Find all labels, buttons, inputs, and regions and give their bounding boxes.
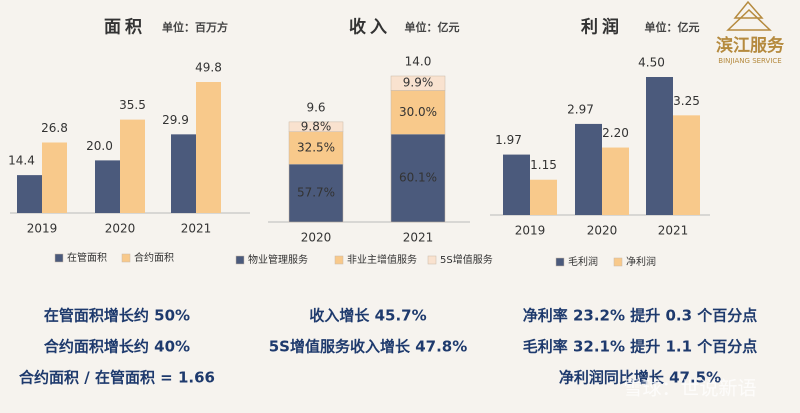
note: 净利率 23.2% 提升 0.3 个百分点: [523, 307, 758, 325]
legend-label: 非业主增值服务: [347, 253, 417, 266]
legend-swatch: [427, 255, 437, 265]
segment-label: 9.9%: [403, 76, 434, 90]
note: 合约面积 / 在管面积 = 1.66: [18, 369, 215, 387]
bar-segment: [288, 163, 344, 223]
bar-segment: [288, 131, 344, 165]
value-label: 1.97: [495, 133, 522, 147]
x-tick-label: 2020: [105, 222, 136, 236]
legend-swatch: [334, 255, 344, 265]
chart-title: 面积: [104, 18, 146, 38]
bar: [95, 160, 120, 213]
note: 毛利率 32.1% 提升 1.1 个百分点: [523, 338, 758, 356]
note: 合约面积增长约 40%: [43, 338, 190, 356]
x-tick-label: 2019: [27, 222, 58, 236]
legend-label: 毛利润: [568, 255, 598, 268]
bar: [42, 142, 67, 213]
note: 在管面积增长约 50%: [44, 307, 190, 325]
bar: [673, 115, 700, 215]
value-label: 29.9: [162, 113, 189, 127]
watermark: 雪球：世说新语: [623, 378, 756, 400]
total-label: 9.6: [306, 100, 325, 114]
legend-swatch: [235, 255, 245, 265]
bar-segment: [390, 134, 446, 223]
value-label: 2.97: [567, 102, 594, 116]
bar: [503, 154, 530, 215]
segment-label: 57.7%: [297, 186, 335, 200]
chart-title: 利润: [581, 17, 623, 38]
x-tick-label: 2020: [587, 224, 618, 238]
segment-label: 32.5%: [297, 140, 335, 154]
bar-segment: [390, 75, 446, 91]
logo: 滨江服务 BINJIANG SERVICE: [716, 0, 785, 65]
logo-name: 滨江服务: [716, 35, 785, 56]
legend-swatch: [121, 253, 131, 263]
bar: [196, 82, 221, 213]
value-label: 20.0: [86, 139, 113, 153]
total-label: 14.0: [405, 55, 432, 69]
bar: [646, 77, 673, 215]
legend-label: 合约面积: [134, 251, 174, 264]
note: 净利润同比增长 47.5%: [559, 369, 721, 387]
logo-icon: [726, 0, 772, 31]
value-label: 35.5: [119, 98, 146, 112]
bar: [171, 134, 196, 213]
x-tick-label: 2020: [301, 231, 332, 245]
segment-label: 9.8%: [301, 119, 332, 133]
bar-segment: [288, 121, 344, 132]
segment-label: 30.0%: [399, 105, 437, 119]
legend-swatch: [613, 257, 623, 267]
chart-subtitle: 单位：百万方: [162, 20, 228, 34]
legend-label: 净利润: [626, 255, 656, 268]
value-label: 3.25: [673, 94, 700, 108]
value-label: 49.8: [195, 61, 222, 75]
bar: [530, 179, 557, 215]
legend-label: 5S增值服务: [440, 253, 493, 266]
bar: [120, 119, 145, 213]
chart-subtitle: 单位：亿元: [645, 20, 700, 34]
segment-label: 60.1%: [399, 171, 437, 185]
x-tick-label: 2019: [515, 224, 546, 238]
chart-title: 收入: [349, 17, 391, 38]
bar-segment: [390, 90, 446, 135]
value-label: 2.20: [602, 126, 629, 140]
x-tick-label: 2021: [181, 222, 212, 236]
bar: [575, 123, 602, 215]
x-tick-label: 2021: [403, 231, 434, 245]
bar: [17, 175, 42, 213]
value-label: 4.50: [638, 56, 665, 70]
chart-subtitle: 单位：亿元: [405, 20, 460, 34]
note: 5S增值服务收入增长 47.8%: [269, 338, 468, 356]
value-label: 26.8: [41, 121, 68, 135]
legend-label: 物业管理服务: [248, 253, 308, 266]
x-tick-label: 2021: [658, 224, 689, 238]
value-label: 1.15: [530, 158, 557, 172]
note: 收入增长 45.7%: [309, 307, 426, 325]
logo-english: BINJIANG SERVICE: [718, 57, 781, 65]
bar: [602, 147, 629, 215]
legend-swatch: [555, 257, 565, 267]
value-label: 14.4: [8, 154, 35, 168]
legend-label: 在管面积: [67, 251, 107, 264]
legend-swatch: [54, 253, 64, 263]
